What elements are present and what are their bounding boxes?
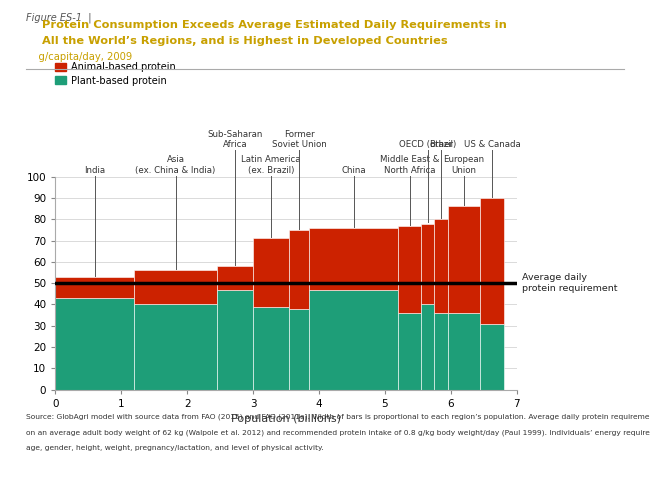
Bar: [421, 304, 434, 390]
Bar: [447, 313, 480, 390]
Text: Asia
(ex. China & India): Asia (ex. China & India): [135, 155, 216, 175]
Bar: [309, 228, 398, 289]
Text: Average daily
protein requirement: Average daily protein requirement: [522, 273, 618, 293]
Bar: [398, 226, 421, 313]
Text: on an average adult body weight of 62 kg (Walpole et al. 2012) and recommended p: on an average adult body weight of 62 kg…: [26, 429, 650, 436]
Bar: [434, 313, 447, 390]
Text: Middle East &
North Africa: Middle East & North Africa: [380, 155, 439, 175]
Text: Sub-Saharan
Africa: Sub-Saharan Africa: [207, 130, 263, 149]
Text: China: China: [341, 166, 366, 175]
Legend: Animal-based protein, Plant-based protein: Animal-based protein, Plant-based protei…: [55, 62, 176, 86]
Text: Brazil: Brazil: [429, 140, 453, 149]
Bar: [434, 219, 447, 313]
Text: Latin America
(ex. Brazil): Latin America (ex. Brazil): [241, 155, 301, 175]
Bar: [217, 266, 253, 289]
Text: Protein Consumption Exceeds Average Estimated Daily Requirements in: Protein Consumption Exceeds Average Esti…: [26, 20, 507, 30]
Text: g/capita/day, 2009: g/capita/day, 2009: [26, 52, 132, 62]
Bar: [398, 313, 421, 390]
Bar: [55, 277, 135, 298]
Text: Former
Soviet Union: Former Soviet Union: [272, 130, 326, 149]
Bar: [309, 289, 398, 390]
Text: European
Union: European Union: [443, 155, 484, 175]
Bar: [480, 198, 504, 324]
Bar: [55, 298, 135, 390]
Text: age, gender, height, weight, pregnancy/lactation, and level of physical activity: age, gender, height, weight, pregnancy/l…: [26, 445, 324, 451]
Bar: [253, 239, 289, 306]
Bar: [135, 271, 217, 304]
Bar: [253, 306, 289, 390]
Text: India: India: [84, 166, 105, 175]
Bar: [447, 207, 480, 313]
Text: All the World’s Regions, and is Highest in Developed Countries: All the World’s Regions, and is Highest …: [26, 36, 448, 46]
Bar: [421, 224, 434, 304]
Text: US & Canada: US & Canada: [463, 140, 521, 149]
X-axis label: Population (billions): Population (billions): [231, 414, 341, 424]
Text: OECD (other): OECD (other): [399, 140, 456, 149]
Text: Figure ES-1  |: Figure ES-1 |: [26, 12, 92, 23]
Bar: [217, 289, 253, 390]
Text: Source: GlobAgri model with source data from FAO (2015) and FAO (2011a). Width o: Source: GlobAgri model with source data …: [26, 414, 650, 420]
Bar: [289, 230, 309, 309]
Bar: [480, 324, 504, 390]
Bar: [289, 309, 309, 390]
Bar: [135, 304, 217, 390]
